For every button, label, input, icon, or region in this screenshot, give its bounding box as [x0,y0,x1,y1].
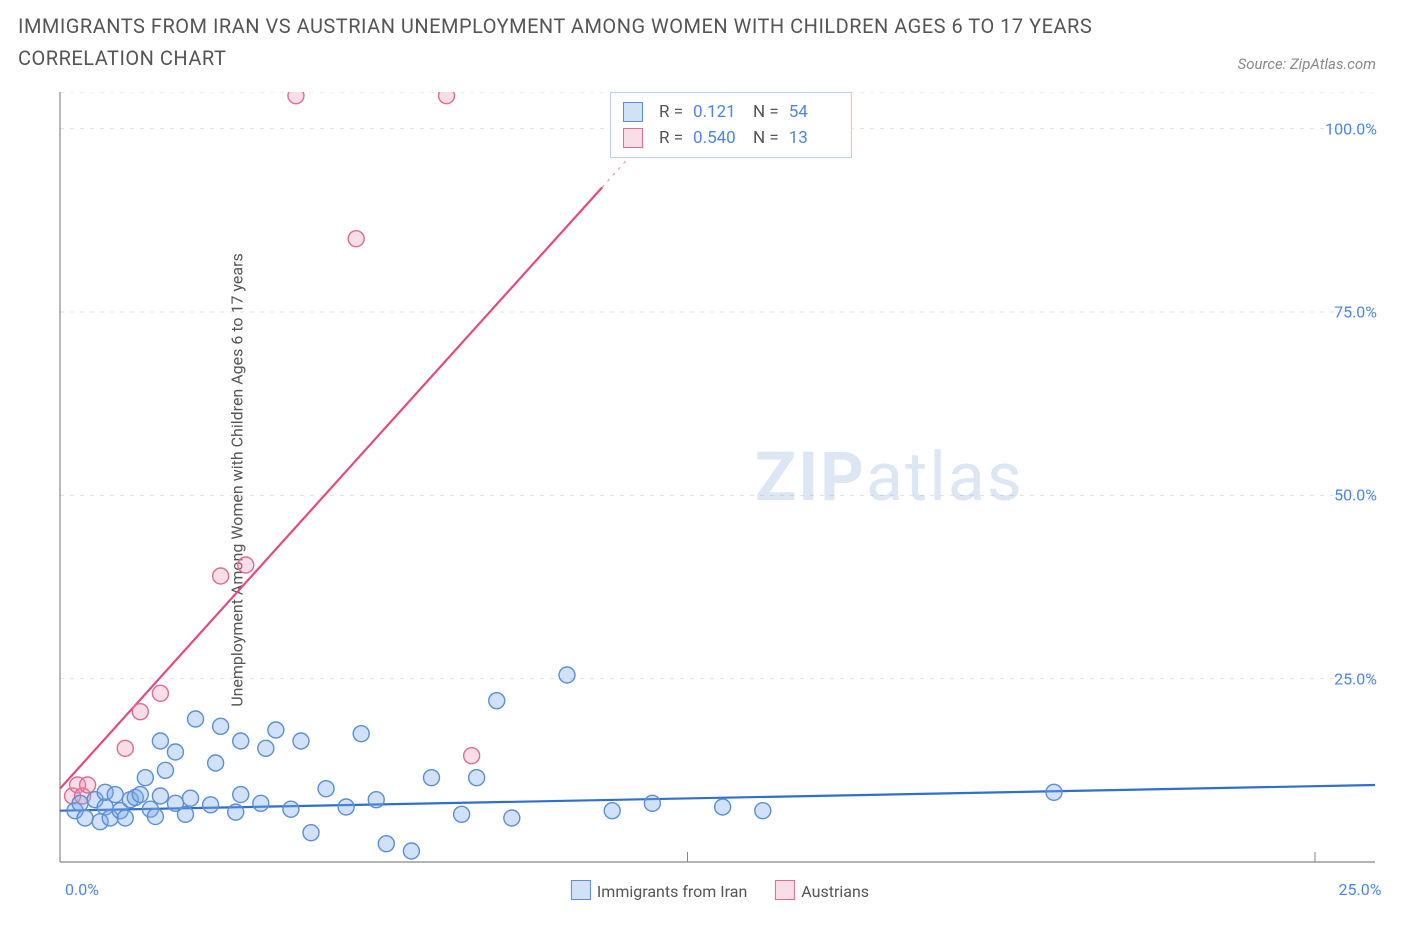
chart-area: Unemployment Among Women with Children A… [55,92,1385,867]
stats-box: R = 0.121 N = 54 R = 0.540 N = 13 [610,92,852,158]
x-tick-label: 25.0% [1339,880,1382,899]
legend-label-austrians: Austrians [801,882,869,901]
legend-swatch-austrians [775,880,795,900]
watermark-bold: ZIP [755,437,866,517]
y-tick-label: 75.0% [1334,303,1377,322]
bottom-legend: Immigrants from Iran Austrians [571,880,869,901]
chart-title: IMMIGRANTS FROM IRAN VS AUSTRIAN UNEMPLO… [18,10,1158,74]
source-label: Source: ZipAtlas.com [1238,55,1376,73]
stats-r-austrians: 0.540 [693,125,743,151]
stats-row-iran: R = 0.121 N = 54 [623,99,839,125]
x-tick-label: 0.0% [65,880,99,899]
legend-item-austrians: Austrians [775,880,869,901]
watermark-rest: atlas [866,437,1024,517]
scatter-plot [55,92,1385,867]
y-tick-label: 100.0% [1325,119,1377,138]
legend-item-iran: Immigrants from Iran [571,880,747,901]
stats-r-label: R = [659,99,683,125]
y-tick-label: 50.0% [1334,486,1377,505]
stats-n-iran: 54 [789,99,839,125]
stats-n-label: N = [753,125,779,151]
legend-label-iran: Immigrants from Iran [597,882,747,901]
stats-row-austrians: R = 0.540 N = 13 [623,125,839,151]
watermark: ZIPatlas [755,437,1024,517]
stats-r-iran: 0.121 [693,99,743,125]
stats-swatch-iran [623,102,643,122]
stats-n-austrians: 13 [789,125,839,151]
y-tick-label: 25.0% [1334,669,1377,688]
stats-swatch-austrians [623,128,643,148]
legend-swatch-iran [571,880,591,900]
stats-r-label: R = [659,125,683,151]
stats-n-label: N = [753,99,779,125]
